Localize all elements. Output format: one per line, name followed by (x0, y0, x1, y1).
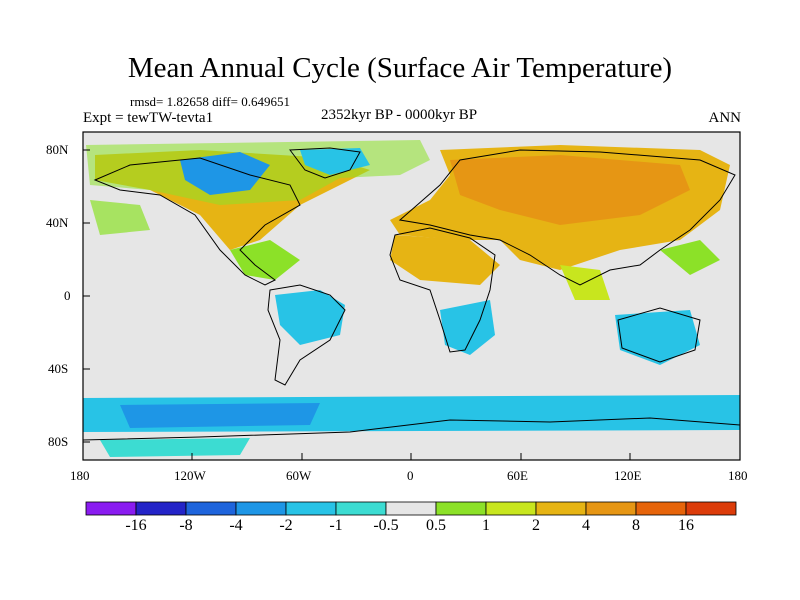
colorbar-swatch (535, 501, 587, 516)
lat-tick-label: 0 (64, 288, 71, 303)
coastlines (83, 147, 740, 441)
colorbar-swatch (385, 501, 437, 516)
axis-ticks (82, 149, 741, 460)
colorbar-swatch (635, 501, 687, 516)
lat-tick-label: 80S (48, 434, 69, 449)
colorbar-label: 8 (632, 517, 640, 534)
lon-tick-label: 0 (407, 468, 414, 483)
colorbar-label: -1 (329, 517, 343, 534)
sahara-warm-area (390, 235, 500, 285)
colorbar-label: -16 (125, 517, 147, 534)
west-pacific-green (660, 240, 720, 275)
colorbar-swatch (485, 501, 537, 516)
north-america-coast (93, 157, 301, 286)
south-america-coast (267, 284, 346, 386)
colorbar-label: -2 (279, 517, 293, 534)
experiment-label: Expt = tewTW-tevta1 (83, 110, 214, 126)
lat-tick-label: 80N (46, 142, 69, 157)
antarctica-coast (83, 417, 740, 441)
colorbar-label: -4 (229, 517, 243, 534)
colorbar-label: 4 (582, 517, 590, 534)
lon-tick-label: 120E (614, 468, 642, 483)
colorbar-label: -8 (179, 517, 193, 534)
season-label: ANN (708, 110, 742, 126)
colorbar-swatch (435, 501, 487, 516)
lon-tick-label: 180 (70, 468, 90, 483)
colorbar-swatch (585, 501, 637, 516)
greenland-coast (289, 147, 361, 179)
colorbar-label: -0.5 (373, 517, 399, 534)
lon-tick-label: 60E (507, 468, 528, 483)
colorbar-label: 2 (532, 517, 540, 534)
colorbar-label: 0.5 (426, 517, 446, 534)
colorbar-swatch (235, 501, 287, 516)
eurasia-coast (398, 149, 736, 286)
siberia-stronger-warm-area (450, 155, 690, 225)
lon-tick-label: 120W (174, 468, 206, 483)
colorbar-swatch (185, 501, 237, 516)
lat-tick-label: 40N (46, 215, 69, 230)
colorbar-swatch (135, 501, 187, 516)
lat-tick-label: 40S (48, 361, 69, 376)
colorbar-swatch (285, 501, 337, 516)
north-pacific-green (90, 200, 150, 235)
colorbar-swatch (335, 501, 387, 516)
period-label: 2352kyr BP - 0000kyr BP (321, 107, 478, 123)
australia-coast (617, 307, 701, 363)
temperature-anomaly-field (83, 140, 740, 460)
southern-africa-cold (440, 300, 495, 355)
antarctica-cold-patch (100, 438, 250, 457)
greenland-cold (300, 148, 370, 175)
south-america-cold (275, 290, 345, 345)
statistics-text: rmsd= 1.82658 diff= 0.649651 (130, 94, 290, 109)
antarctica-neutral (83, 430, 740, 460)
figure-title: Mean Annual Cycle (Surface Air Temperatu… (127, 52, 673, 84)
southern-ocean-colder (120, 403, 320, 428)
colorbar (85, 501, 737, 516)
australia-cold (615, 310, 700, 365)
colorbar-label: 1 (482, 517, 490, 534)
central-america-green (230, 240, 300, 280)
lon-tick-label: 60W (286, 468, 312, 483)
colorbar-label: 16 (678, 517, 694, 534)
colorbar-swatch (685, 501, 737, 516)
lon-tick-label: 180 (728, 468, 748, 483)
africa-coast (389, 227, 496, 353)
canadian-archipelago-cold (180, 152, 270, 195)
colorbar-swatch (85, 501, 137, 516)
